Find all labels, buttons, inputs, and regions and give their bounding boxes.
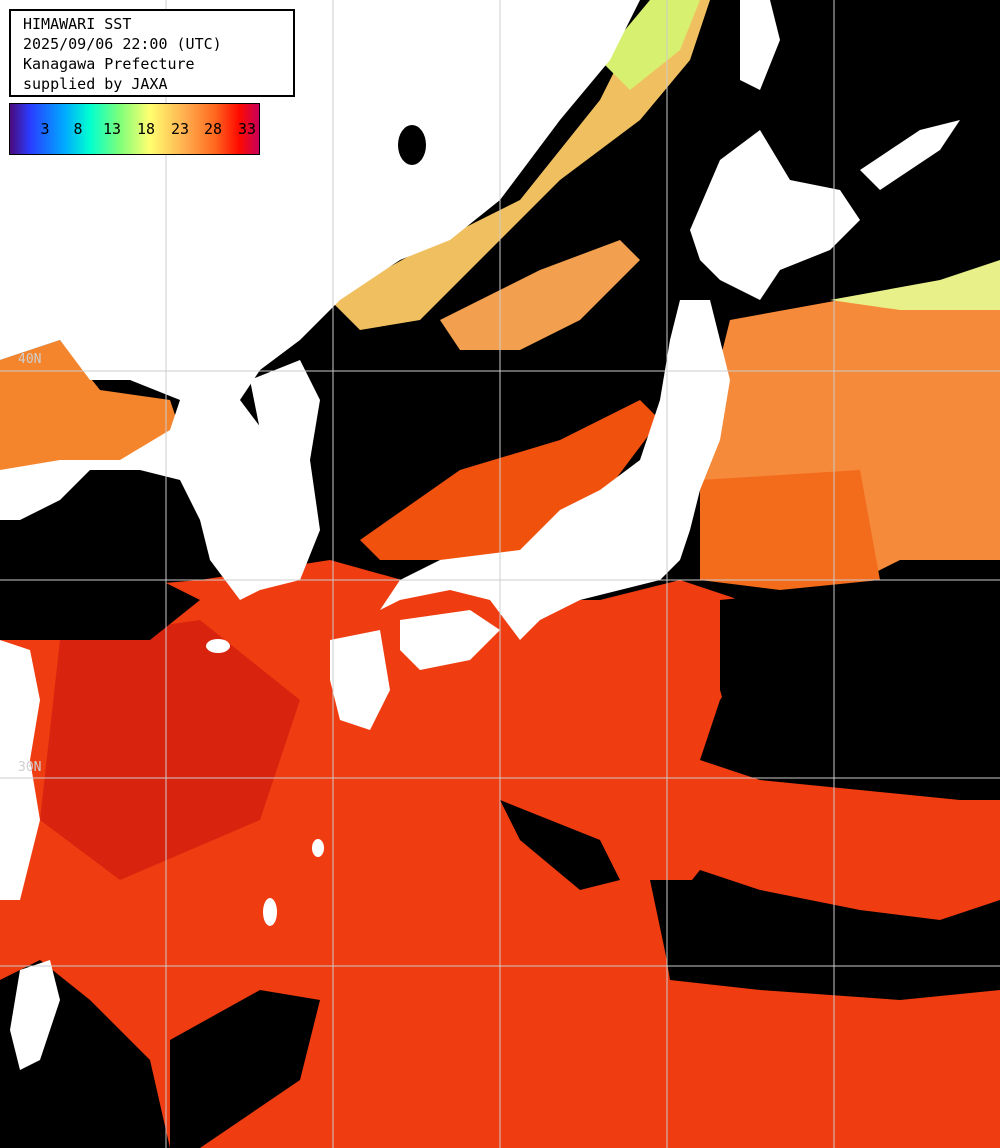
color-scale-legend: 3 8 13 18 23 28 33 — [9, 103, 260, 155]
land-china-coast — [0, 640, 40, 900]
land-jeju — [206, 639, 230, 653]
sea-pacific-east-warm — [700, 470, 880, 590]
latitude-label-40n: 40N — [18, 352, 42, 367]
scale-label: 18 — [136, 120, 156, 138]
land-amami — [312, 839, 324, 857]
land-okinawa — [263, 898, 277, 926]
credit: supplied by JAXA — [23, 75, 168, 93]
land-korea — [220, 360, 320, 590]
cloud-mass-south — [650, 880, 1000, 990]
land-hokkaido — [690, 130, 860, 300]
sea-yellow-sea — [0, 340, 190, 470]
scale-label: 8 — [73, 120, 83, 138]
latitude-label-30n: 30N — [18, 760, 42, 775]
sea-cool-north — [600, 0, 700, 90]
land-sakhalin — [740, 0, 780, 90]
scale-label: 13 — [102, 120, 122, 138]
sea-warm-patch — [40, 620, 300, 880]
timestamp: 2025/09/06 22:00 (UTC) — [23, 35, 222, 53]
land-kyushu — [330, 630, 390, 730]
cloud-mass-southwest — [170, 990, 320, 1148]
sea-japan-sea-mid — [440, 240, 640, 350]
sea-okhotsk — [830, 260, 1000, 310]
land-kuril — [860, 120, 960, 190]
cloud-mass-east — [720, 590, 1000, 800]
sea-japan-sea — [360, 400, 660, 560]
land-honshu — [380, 300, 730, 640]
scale-label: 33 — [237, 120, 257, 138]
product-title: HIMAWARI SST — [23, 15, 132, 33]
info-box: HIMAWARI SST 2025/09/06 22:00 (UTC) Kana… — [9, 9, 295, 97]
scale-label: 23 — [170, 120, 190, 138]
prefecture: Kanagawa Prefecture — [23, 55, 195, 73]
cloud-band — [500, 800, 620, 890]
land-island-dark — [398, 125, 426, 165]
scale-label: 3 — [40, 120, 50, 138]
land-taiwan — [10, 960, 60, 1070]
scale-label: 28 — [203, 120, 223, 138]
land-shikoku — [400, 610, 500, 670]
